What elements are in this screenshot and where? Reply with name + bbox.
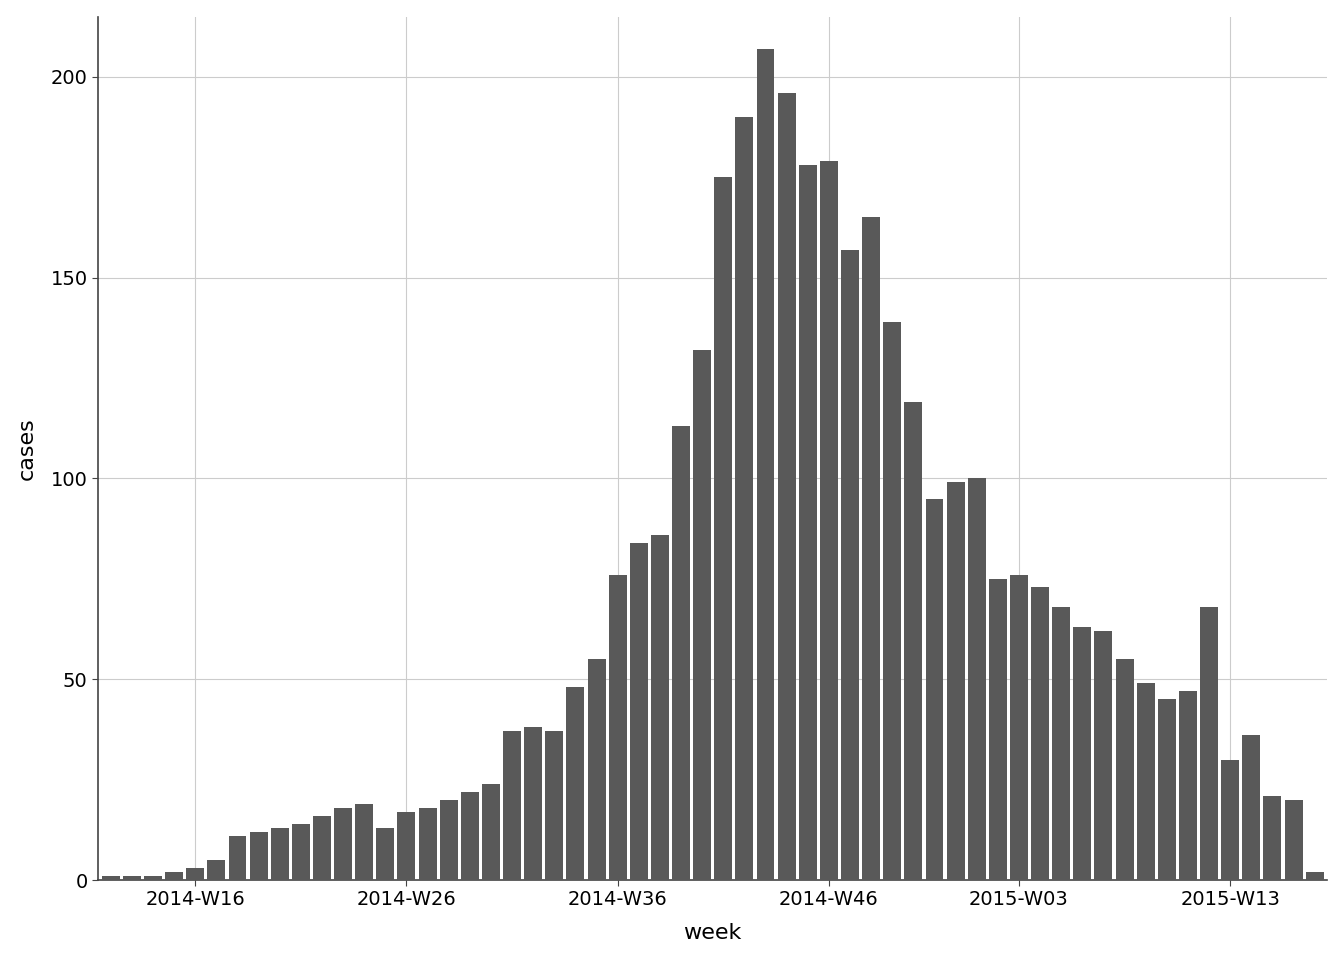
Bar	[1285, 800, 1302, 880]
Bar	[546, 732, 563, 880]
Bar	[735, 117, 754, 880]
Bar	[714, 178, 732, 880]
Bar	[1157, 699, 1176, 880]
X-axis label: week: week	[684, 924, 742, 944]
Bar	[1200, 607, 1218, 880]
Bar	[1305, 872, 1324, 880]
Bar	[1094, 631, 1113, 880]
Bar	[1242, 735, 1261, 880]
Bar	[144, 876, 163, 880]
Bar	[313, 816, 331, 880]
Bar	[1137, 684, 1154, 880]
Bar	[989, 579, 1007, 880]
Bar	[968, 478, 985, 880]
Bar	[482, 783, 500, 880]
Bar	[841, 250, 859, 880]
Bar	[418, 807, 437, 880]
Bar	[798, 165, 817, 880]
Bar	[228, 836, 246, 880]
Bar	[187, 868, 204, 880]
Bar	[587, 660, 606, 880]
Bar	[1009, 575, 1028, 880]
Bar	[335, 807, 352, 880]
Bar	[566, 687, 585, 880]
Bar	[883, 322, 902, 880]
Bar	[250, 832, 267, 880]
Bar	[1116, 660, 1133, 880]
Bar	[1263, 796, 1281, 880]
Bar	[778, 93, 796, 880]
Bar	[398, 812, 415, 880]
Bar	[630, 542, 648, 880]
Bar	[1179, 691, 1198, 880]
Bar	[270, 828, 289, 880]
Y-axis label: cases: cases	[16, 417, 36, 480]
Bar	[946, 483, 965, 880]
Bar	[694, 350, 711, 880]
Bar	[503, 732, 521, 880]
Bar	[862, 218, 880, 880]
Bar	[757, 49, 774, 880]
Bar	[1222, 759, 1239, 880]
Bar	[926, 498, 943, 880]
Bar	[905, 402, 922, 880]
Bar	[672, 426, 689, 880]
Bar	[524, 728, 542, 880]
Bar	[1074, 627, 1091, 880]
Bar	[461, 792, 478, 880]
Bar	[292, 824, 310, 880]
Bar	[165, 872, 183, 880]
Bar	[439, 800, 458, 880]
Bar	[1052, 607, 1070, 880]
Bar	[650, 535, 669, 880]
Bar	[820, 161, 837, 880]
Bar	[122, 876, 141, 880]
Bar	[609, 575, 626, 880]
Bar	[376, 828, 394, 880]
Bar	[1031, 587, 1050, 880]
Bar	[355, 804, 374, 880]
Bar	[102, 876, 120, 880]
Bar	[207, 860, 226, 880]
